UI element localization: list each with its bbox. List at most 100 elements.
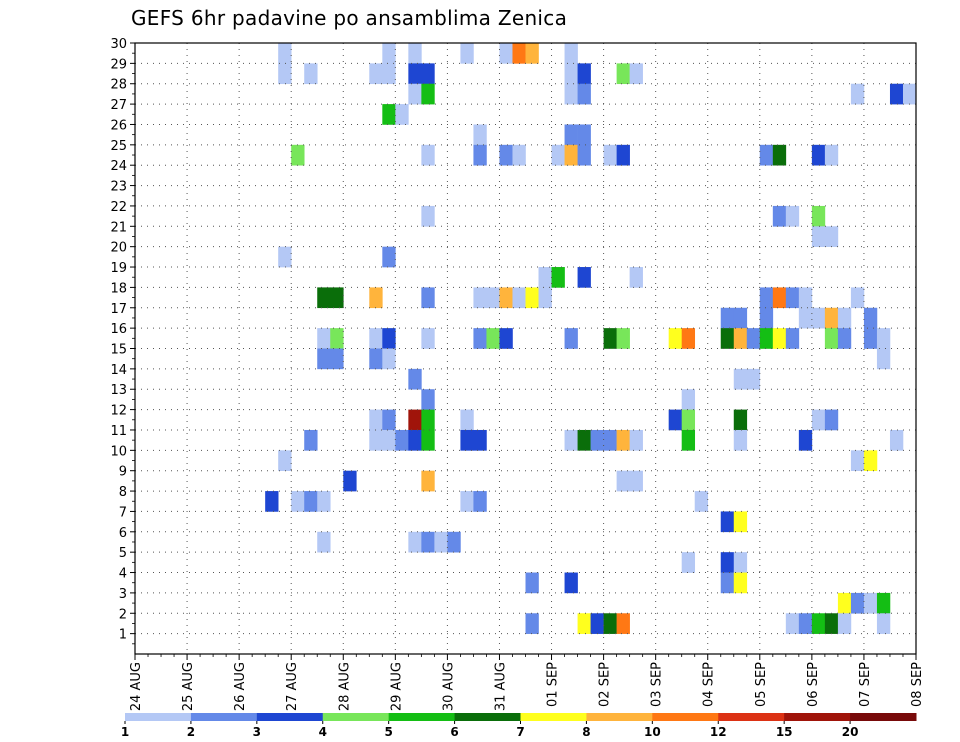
heatmap-cell [811,226,826,247]
y-tick-label: 24 [110,159,127,174]
legend-label: 15 [776,725,793,739]
heatmap-cell [538,267,552,288]
x-tick-label: 30 AUG [441,662,456,711]
heatmap-cell [720,511,735,533]
heatmap-cell [772,287,787,309]
y-tick-label: 20 [110,241,127,256]
legend-swatch [718,713,785,721]
heatmap-cell [616,613,630,634]
heatmap-cell [720,307,735,329]
heatmap-cell [564,124,578,146]
x-tick-label: 24 AUG [129,662,144,711]
heatmap-cell [382,63,396,85]
heatmap-cell [798,307,813,329]
heatmap-cell [824,409,839,431]
heatmap-cell [798,429,813,451]
heatmap-cell [694,491,709,512]
y-tick-label: 19 [110,261,127,276]
heatmap-cell [382,429,396,451]
heatmap-cell [330,328,344,349]
heatmap-cell [512,144,526,166]
x-tick-label: 08 SEP [910,662,925,707]
heatmap-cell [278,43,292,64]
legend-label: 6 [450,725,458,739]
heatmap-cell [408,43,422,64]
x-tick-label: 26 AUG [233,662,248,711]
heatmap-cell [460,409,474,431]
heatmap-cell [616,470,630,492]
heatmap-cell [681,409,696,431]
x-tick-label: 25 AUG [181,662,196,711]
legend-swatch [256,713,324,721]
heatmap-cell [629,429,643,451]
heatmap-cell [499,43,513,64]
legend-label: 1 [121,725,129,739]
x-tick-label: 27 AUG [285,662,300,711]
heatmap-cell [434,531,448,553]
y-tick-label: 16 [110,322,127,337]
heatmap-cell [382,348,396,370]
heatmap-cell [824,613,839,634]
heatmap-cell [525,613,539,634]
y-tick-label: 30 [110,37,127,52]
heatmap-cell [525,572,539,594]
heatmap-cell [564,63,578,85]
heatmap-cell [720,572,735,594]
heatmap-cell [473,124,487,146]
heatmap-cell [759,287,774,309]
legend-swatch [850,713,917,721]
heatmap-cell [902,83,917,105]
heatmap-cell [395,429,409,451]
heatmap-cell [564,572,578,594]
heatmap-cell [850,287,865,309]
heatmap-cell [863,328,878,349]
heatmap-cell [577,144,591,166]
heatmap-cell [538,287,552,309]
heatmap-cell [317,491,331,512]
heatmap-cell [850,592,865,614]
heatmap-cell [369,348,383,370]
heatmap-cell [785,205,800,227]
heatmap-cell [759,328,774,349]
heatmap-cell [460,429,474,451]
heatmap-cell [889,83,904,105]
heatmap-cell [408,429,422,451]
heatmap-cell [395,104,409,125]
chart-title: GEFS 6hr padavine po ansamblima Zenica [131,6,568,30]
legend-label: 4 [319,725,327,739]
heatmap-cell [577,63,591,85]
heatmap-cell [603,613,617,634]
heatmap-cell [421,328,435,349]
heatmap-cell [512,287,526,309]
heatmap-cell [421,83,435,105]
heatmap-cell [304,429,318,451]
heatmap-cell [733,429,748,451]
heatmap-cell [473,491,487,512]
heatmap-cell [512,43,526,64]
legend: 1 2 3 4 5 6 7 8 10 12 15 20 [121,713,917,739]
legend-swatch [190,713,258,721]
heatmap-cell [577,124,591,146]
heatmap-cell [486,328,500,349]
heatmap-cell [889,429,904,451]
heatmap-cell [278,63,292,85]
heatmap-cell [811,613,826,634]
heatmap-cell [720,552,735,573]
legend-swatch [520,713,587,721]
heatmap-cell [291,491,305,512]
legend-swatch [586,713,653,721]
heatmap-cell [824,226,839,247]
heatmap-cell [785,328,800,349]
heatmap-cell [421,389,435,410]
heatmap-cell [603,144,617,166]
heatmap-cell [759,144,774,166]
heatmap-cell [460,491,474,512]
heatmap-cell [577,613,591,634]
heatmap-cell [564,83,578,105]
heatmap-cell [616,144,630,166]
legend-swatch [784,713,851,721]
heatmap-cell [408,63,422,85]
heatmap-cell [863,307,878,329]
legend-swatch [322,713,390,721]
